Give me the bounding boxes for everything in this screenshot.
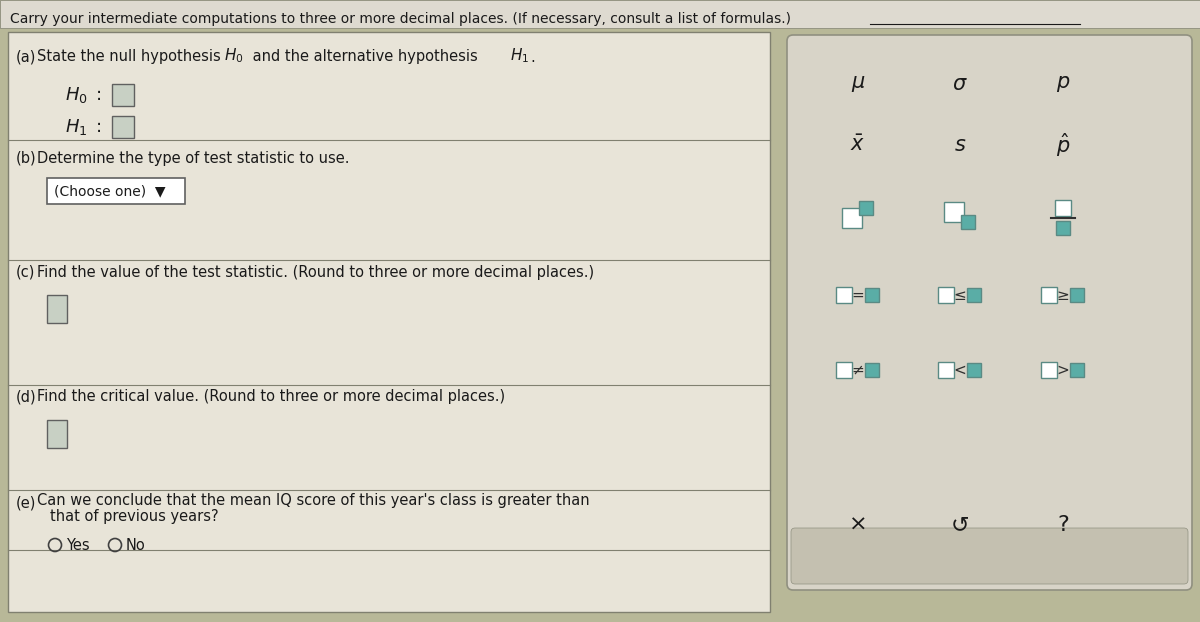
Text: (Choose one)  ▼: (Choose one) ▼ [54,184,166,198]
Text: >: > [1057,363,1069,378]
FancyBboxPatch shape [791,528,1188,584]
Text: (c): (c) [16,264,35,279]
Bar [1070,363,1084,377]
Text: <: < [954,363,966,378]
Text: Can we conclude that the mean IQ score of this year's class is greater than: Can we conclude that the mean IQ score o… [37,493,589,508]
Text: $\bar{x}$: $\bar{x}$ [851,135,865,155]
Bar [938,362,954,378]
Bar [47,295,67,323]
Text: =: = [852,287,864,302]
Text: $s$: $s$ [954,135,966,155]
Bar [842,208,862,228]
Text: $H_0$: $H_0$ [65,85,88,105]
Bar [47,178,185,204]
Bar [967,363,982,377]
Text: ×: × [848,515,868,535]
Text: :: : [96,118,102,136]
Bar [859,201,874,215]
Text: $\hat{p}$: $\hat{p}$ [1056,131,1070,159]
Text: Find the value of the test statistic. (Round to three or more decimal places.): Find the value of the test statistic. (R… [37,264,594,279]
Bar [47,420,67,448]
Text: $p$: $p$ [1056,74,1070,94]
Bar [1055,200,1072,216]
Text: $H_0$: $H_0$ [224,47,244,65]
Text: ≤: ≤ [954,287,966,302]
Bar [1042,362,1057,378]
Text: ≥: ≥ [1057,287,1069,302]
Text: Carry your intermediate computations to three or more decimal places. (If necess: Carry your intermediate computations to … [10,12,791,26]
Text: Find the critical value. (Round to three or more decimal places.): Find the critical value. (Round to three… [37,389,505,404]
Bar [967,288,982,302]
Text: (a): (a) [16,50,36,65]
Text: :: : [96,86,102,104]
Text: (e): (e) [16,496,36,511]
Bar [944,202,964,222]
Text: Determine the type of test statistic to use.: Determine the type of test statistic to … [37,151,349,165]
Bar [865,363,878,377]
Bar [112,84,134,106]
Text: Yes: Yes [66,537,90,552]
Text: .: . [530,50,535,65]
Bar [1056,221,1070,235]
Text: No: No [126,537,145,552]
Text: $\sigma$: $\sigma$ [952,74,968,94]
FancyBboxPatch shape [787,35,1192,590]
Text: ≠: ≠ [852,363,864,378]
Text: (d): (d) [16,389,37,404]
Text: ?: ? [1057,515,1069,535]
Bar [1042,287,1057,303]
Text: ↺: ↺ [950,515,970,535]
Bar [836,287,852,303]
Text: (b): (b) [16,151,37,165]
Bar [112,116,134,138]
Bar [1070,288,1084,302]
Text: and the alternative hypothesis: and the alternative hypothesis [248,50,482,65]
Text: $H_1$: $H_1$ [65,117,88,137]
Text: $H_1$: $H_1$ [510,47,529,65]
Bar [836,362,852,378]
Bar [8,32,770,612]
Bar [0,0,1200,28]
Text: State the null hypothesis: State the null hypothesis [37,50,226,65]
Text: $\mu$: $\mu$ [851,74,865,94]
Bar [938,287,954,303]
Bar [865,288,878,302]
Bar [961,215,974,229]
Text: that of previous years?: that of previous years? [50,509,218,524]
